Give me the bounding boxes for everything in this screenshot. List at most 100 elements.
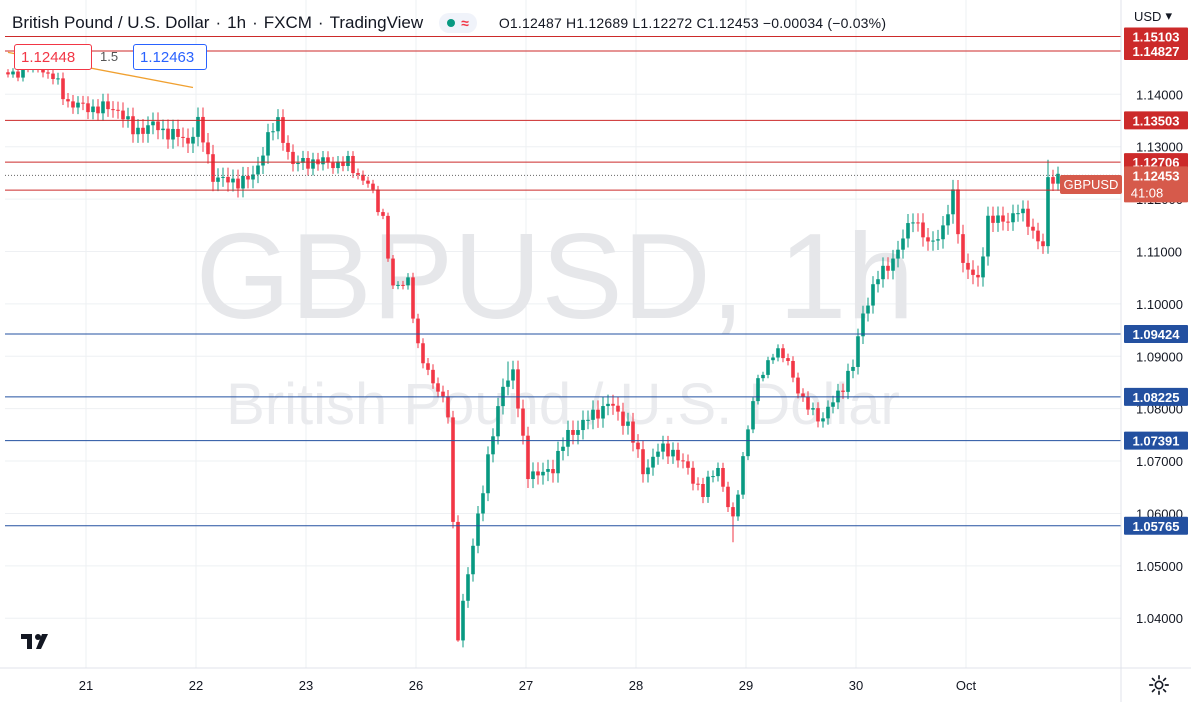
candle — [536, 462, 540, 485]
candle — [456, 515, 460, 642]
currency-selector[interactable]: USD ▾ — [1134, 8, 1172, 24]
price-tick-label: 1.14000 — [1136, 87, 1183, 102]
market-status-pill[interactable]: ≈ — [439, 13, 477, 33]
buy-price-button[interactable]: 1.12463 — [133, 44, 207, 70]
candle-body — [196, 116, 200, 137]
last-price-label[interactable]: 1.12453 41:08 — [1124, 166, 1188, 203]
candle-body — [726, 486, 730, 508]
candle — [441, 385, 445, 403]
candle-body — [166, 128, 170, 140]
candle-body — [711, 476, 715, 478]
candle — [736, 490, 740, 521]
price-axis[interactable]: 1.140001.130001.120001.110001.100001.090… — [1120, 0, 1191, 702]
time-tick-label: 21 — [79, 678, 93, 693]
candle — [111, 101, 115, 118]
candle-body — [776, 348, 780, 358]
candle — [896, 240, 900, 268]
candle-body — [931, 240, 935, 242]
candle-body — [676, 449, 680, 461]
resistance-price-label[interactable]: 1.13503 — [1124, 111, 1188, 130]
candle — [166, 119, 170, 149]
candle-body — [966, 262, 970, 270]
candle-body — [376, 189, 380, 213]
candle-body — [971, 269, 975, 275]
candle — [241, 166, 245, 198]
separator: · — [252, 13, 258, 32]
candle — [161, 119, 165, 140]
candle — [491, 428, 495, 463]
candle-body — [111, 109, 115, 111]
candle-body — [416, 318, 420, 344]
candle — [781, 344, 785, 363]
candle-body — [846, 370, 850, 392]
interval-label[interactable]: 1h — [227, 13, 247, 32]
candle-body — [206, 142, 210, 155]
candle-body — [946, 214, 950, 226]
symbol-name[interactable]: British Pound / U.S. Dollar — [12, 13, 210, 32]
candle — [971, 260, 975, 285]
candle-body — [851, 366, 855, 371]
time-tick-label: 29 — [739, 678, 753, 693]
ohlc-readout: O1.12487 H1.12689 L1.12272 C1.12453 −0.0… — [498, 15, 887, 31]
sell-price-button[interactable]: 1.12448 — [14, 44, 92, 70]
resistance-price-label-bg — [1124, 41, 1188, 60]
candle-body — [751, 401, 755, 430]
resistance-price-label[interactable]: 1.15103 — [1124, 27, 1188, 46]
candle-body — [441, 391, 445, 397]
candle — [661, 435, 665, 460]
time-axis[interactable]: 21 22 23 26 27 28 29 30 Oct — [0, 667, 1191, 693]
candle-body — [936, 239, 940, 241]
candle — [381, 208, 385, 220]
candle-body — [746, 429, 750, 457]
candle-body — [786, 358, 790, 361]
candle — [566, 420, 570, 457]
candle-body — [346, 155, 350, 166]
candle — [481, 485, 485, 522]
price-tick-label: 1.13000 — [1136, 140, 1183, 155]
candle-body — [821, 418, 825, 422]
candle — [721, 462, 725, 492]
candle-body — [581, 419, 585, 431]
candle-body — [586, 419, 590, 421]
candle-body — [201, 116, 205, 143]
candle-body — [271, 131, 275, 133]
support-price-label[interactable]: 1.09424 — [1124, 325, 1188, 344]
candle — [891, 249, 895, 280]
candle-body — [701, 484, 705, 497]
candle-body — [356, 173, 360, 175]
candle-body — [816, 408, 820, 422]
gear-icon[interactable] — [1148, 674, 1170, 696]
support-price-label[interactable]: 1.07391 — [1124, 431, 1188, 450]
candle — [986, 206, 990, 266]
candle-body — [806, 396, 810, 410]
tradingview-logo-icon[interactable] — [18, 627, 52, 655]
candle-body — [161, 128, 165, 131]
candle — [641, 440, 645, 483]
candle — [116, 101, 120, 119]
resistance-price-label-text: 1.14827 — [1133, 44, 1180, 59]
watermark: GBPUSD, 1h British Pound / U.S. Dollar — [196, 208, 915, 437]
candle-body — [521, 408, 525, 436]
candle — [1046, 159, 1050, 254]
candle — [716, 462, 720, 482]
resistance-price-label[interactable]: 1.14827 — [1124, 41, 1188, 60]
candle — [916, 213, 920, 232]
candle-body — [1011, 213, 1015, 223]
candle-body — [741, 456, 745, 495]
candle-body — [516, 369, 520, 409]
time-tick-label: 30 — [849, 678, 863, 693]
candle — [101, 93, 105, 121]
candle — [991, 206, 995, 232]
candle-body — [956, 189, 960, 235]
support-price-label[interactable]: 1.05765 — [1124, 516, 1188, 535]
candle-body — [891, 258, 895, 271]
candle — [221, 167, 225, 187]
buy-price: 1.12463 — [140, 48, 195, 66]
candle-body — [366, 180, 370, 184]
time-tick-label: 22 — [189, 678, 203, 693]
candle-body — [291, 151, 295, 165]
candle — [356, 168, 360, 180]
support-price-label[interactable]: 1.08225 — [1124, 387, 1188, 406]
